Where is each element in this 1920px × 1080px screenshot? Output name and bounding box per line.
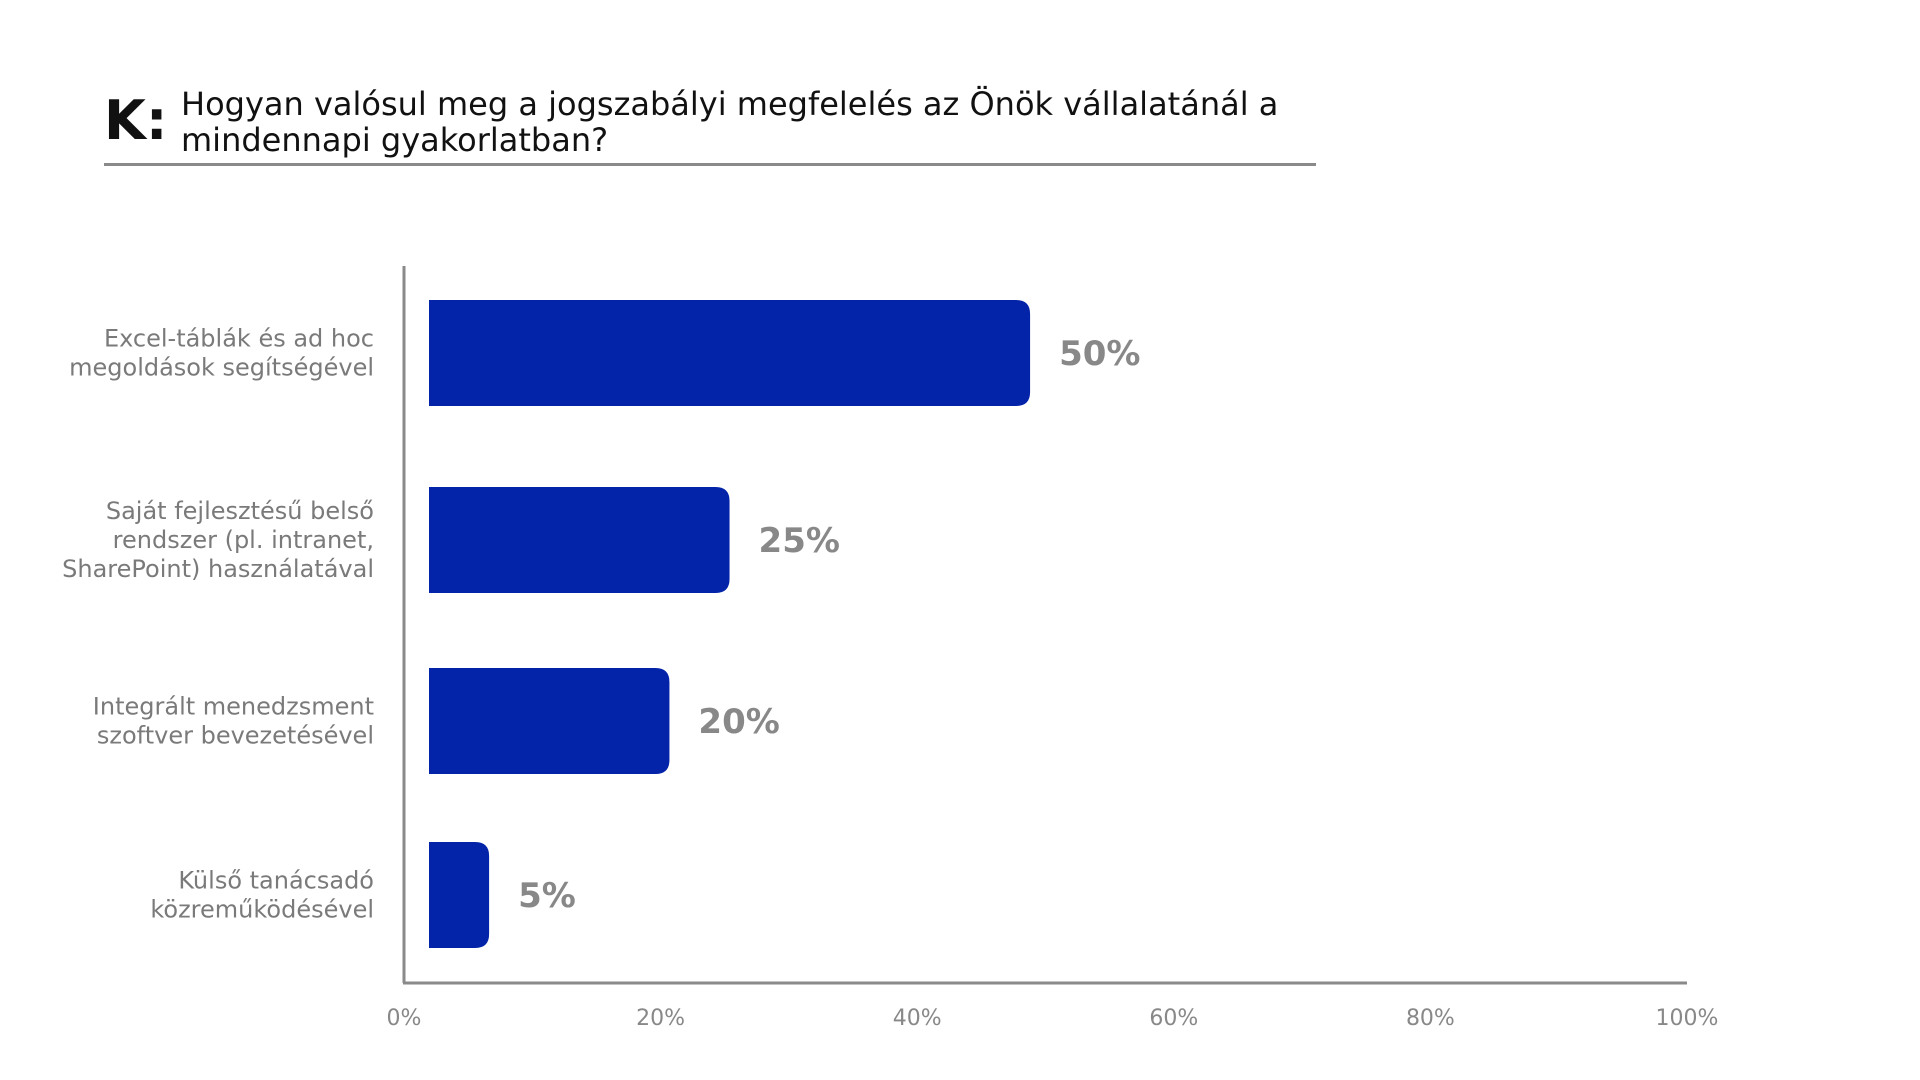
question-text: Hogyan valósul meg a jogszabályi megfele… [181,85,1279,159]
x-tick-label: 60% [1149,1006,1198,1031]
x-tick-label: 100% [1656,1006,1719,1031]
bar-value-label: 25% [759,521,840,561]
category-label-line: rendszer (pl. intranet, [113,526,374,554]
category-label: Excel-táblák és ad hoc megoldások segítsé… [69,325,374,382]
x-tick-label: 20% [636,1006,685,1031]
category-label-line: szoftver bevezetésével [97,722,374,750]
category-label-line: Integrált menedzsment [93,693,374,721]
category-label: Integrált menedzsment szoftver bevezetésé… [93,693,374,750]
bar [429,487,730,593]
bar-value-label: 5% [518,876,576,916]
question-header: K: Hogyan valósul meg a jogszabályi megf… [104,84,1316,162]
category-label-line: közreműködésével [150,896,374,924]
bar [429,300,1031,406]
category-label: Saját fejlesztésű belső rendszer (pl. int… [62,497,374,583]
x-tick-label: 80% [1406,1006,1455,1031]
question-marker: K: [104,89,168,152]
category-label-line: Excel-táblák és ad hoc [104,325,374,353]
bar-value-label: 20% [698,702,779,742]
bar [429,842,490,948]
category-label-line: Külső tanácsadó [178,867,374,895]
bar-value-label: 50% [1059,334,1140,374]
category-label: Külső tanácsadó közreműködésével [150,867,374,924]
x-tick-label: 0% [387,1006,422,1031]
bar [429,668,670,774]
x-tick-label: 40% [893,1006,942,1031]
category-label-line: Saját fejlesztésű belső [106,497,374,525]
category-label-line: SharePoint) használatával [62,555,374,583]
category-label-line: megoldások segítségével [69,354,374,382]
header-divider [104,163,1316,166]
